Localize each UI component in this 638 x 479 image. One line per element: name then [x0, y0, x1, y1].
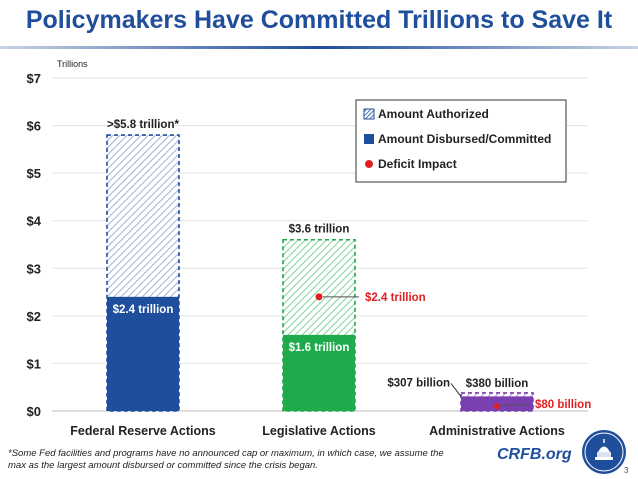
legend-label-deficit: Deficit Impact — [378, 157, 457, 171]
y-tick-label: $3 — [27, 261, 41, 276]
legend-swatch-deficit — [365, 160, 373, 168]
legend-label-authorized: Amount Authorized — [378, 107, 489, 121]
legend-swatch-authorized — [363, 108, 375, 120]
data-label-authorized: $3.6 trillion — [289, 224, 350, 236]
data-label-deficit: $2.4 trillion — [365, 292, 426, 304]
legend-label-disbursed: Amount Disbursed/Committed — [378, 132, 551, 146]
y-tick-label: $0 — [27, 404, 41, 419]
x-tick-label: Administrative Actions — [429, 424, 565, 438]
deficit-dot — [315, 293, 323, 301]
bar-disbursed — [283, 334, 355, 411]
x-tick-label: Federal Reserve Actions — [70, 424, 215, 438]
footnote: *Some Fed facilities and programs have n… — [8, 448, 478, 472]
y-tick-label: $2 — [27, 309, 41, 324]
capitol-seal-icon — [582, 430, 626, 474]
x-tick-label: Legislative Actions — [262, 424, 376, 438]
data-label-disbursed: $1.6 trillion — [289, 342, 350, 354]
deficit-dot — [494, 403, 500, 410]
leader-line — [450, 383, 462, 397]
y-tick-label: $7 — [27, 71, 41, 86]
data-label-deficit: $80 billion — [535, 399, 591, 411]
y-tick-label: $1 — [27, 356, 41, 371]
page-title: Policymakers Have Committed Trillions to… — [25, 6, 613, 34]
legend-swatch-disbursed — [364, 134, 374, 144]
bar-disbursed — [107, 296, 179, 411]
title-divider — [0, 46, 638, 49]
legend-box — [355, 99, 567, 183]
data-label-disbursed: $307 billion — [387, 377, 450, 389]
page-number: 3 — [624, 466, 629, 475]
footnote-line-2: max as the largest amount disbursed or c… — [8, 460, 318, 471]
y-tick-label: $5 — [27, 166, 41, 181]
y-unit-label: Trillions — [57, 59, 88, 69]
site-link[interactable]: CRFB.org — [497, 446, 572, 463]
y-tick-label: $6 — [27, 119, 41, 134]
footnote-line-1: *Some Fed facilities and programs have n… — [8, 448, 444, 459]
data-label-authorized: $380 billion — [466, 378, 529, 390]
data-label-disbursed: $2.4 trillion — [113, 304, 174, 316]
data-label-authorized: >$5.8 trillion* — [107, 119, 179, 131]
y-tick-label: $4 — [27, 214, 42, 229]
